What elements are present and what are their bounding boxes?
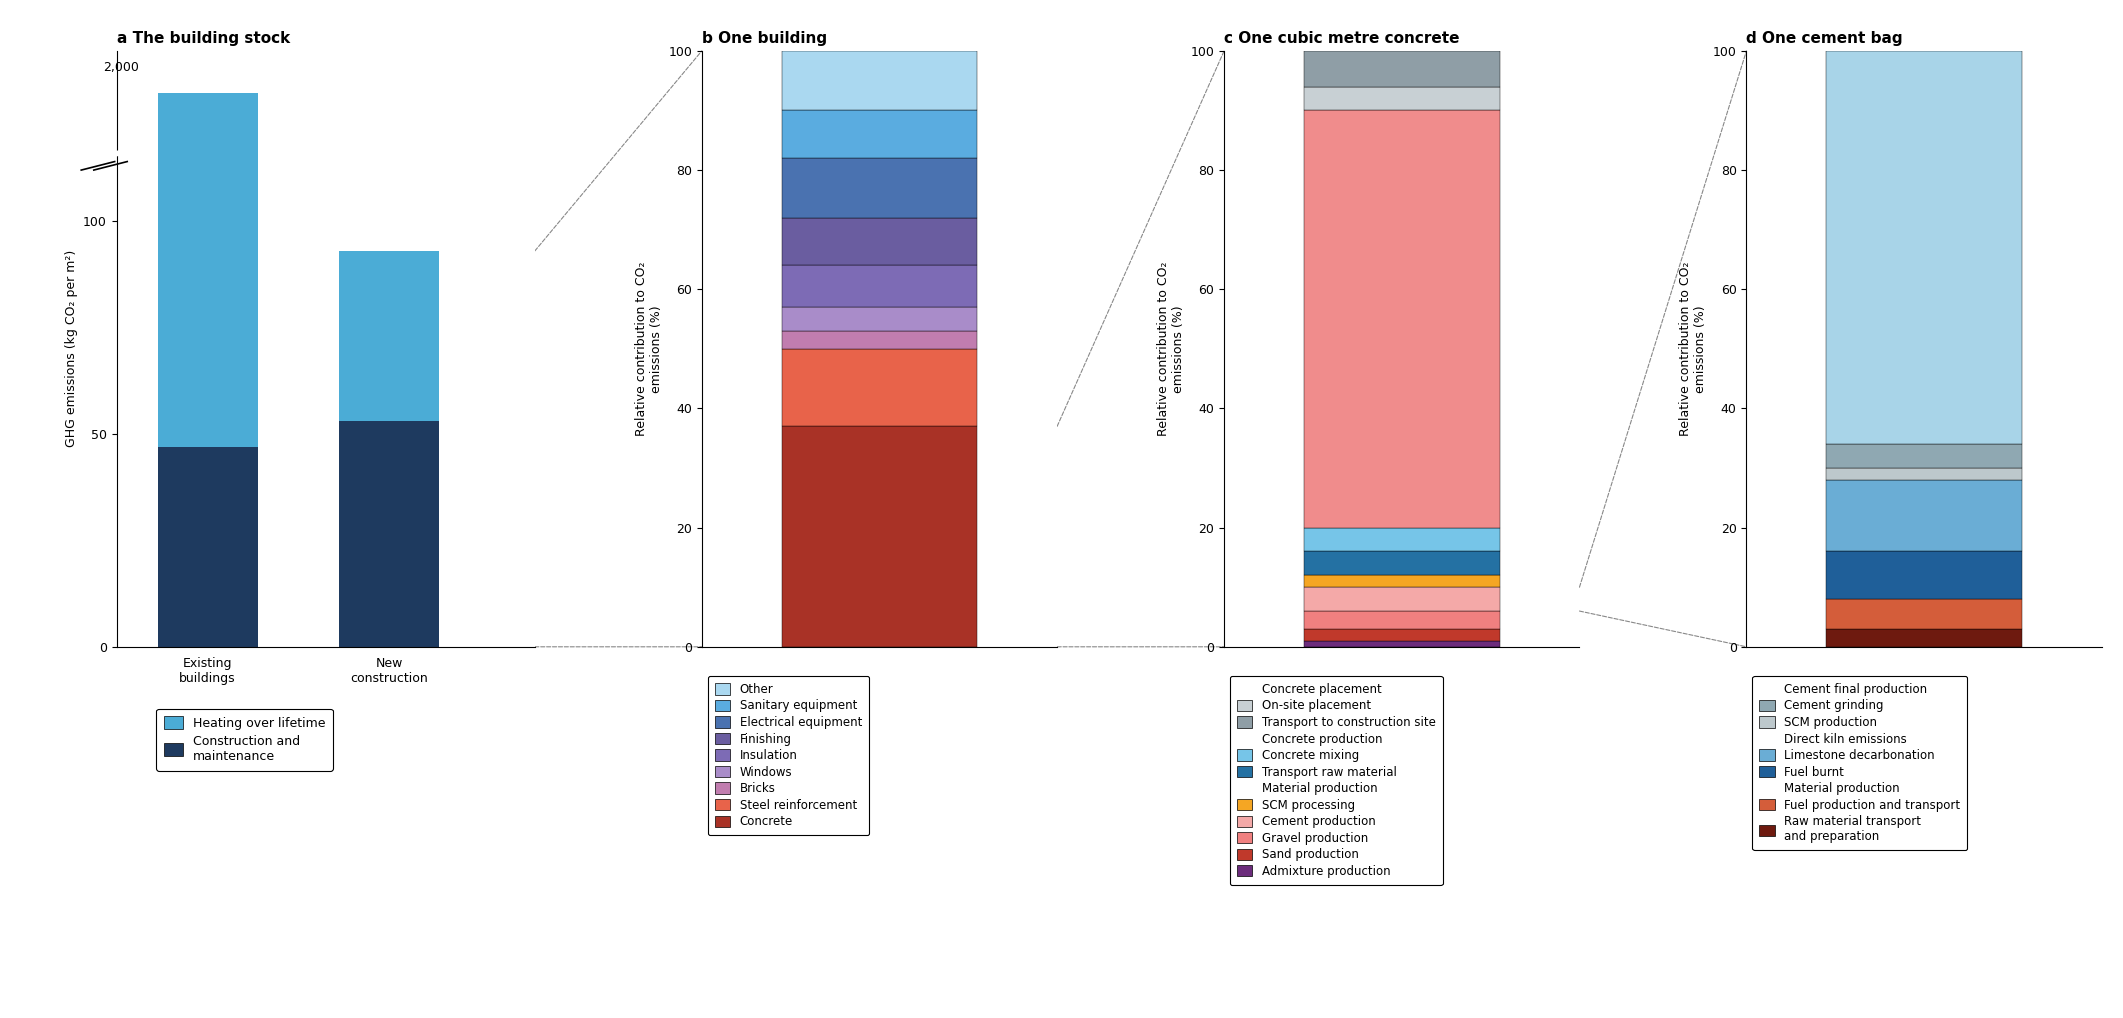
Bar <box>1826 51 2021 444</box>
Bar <box>781 266 977 307</box>
Bar <box>781 349 977 427</box>
Bar <box>781 51 977 111</box>
Bar <box>1304 87 1499 111</box>
Bar <box>1304 527 1499 552</box>
Bar <box>781 331 977 349</box>
Bar <box>157 94 257 447</box>
Y-axis label: Relative contribution to CO₂
emissions (%): Relative contribution to CO₂ emissions (… <box>635 262 662 436</box>
Legend: Concrete placement, On-site placement, Transport to construction site, Concrete : Concrete placement, On-site placement, T… <box>1229 676 1444 885</box>
Bar <box>1826 468 2021 479</box>
Text: 2,000: 2,000 <box>102 61 138 74</box>
Y-axis label: GHG emissions (kg CO₂ per m²): GHG emissions (kg CO₂ per m²) <box>64 250 79 448</box>
Text: a The building stock: a The building stock <box>117 31 291 46</box>
Bar <box>1304 575 1499 587</box>
Y-axis label: Relative contribution to CO₂
emissions (%): Relative contribution to CO₂ emissions (… <box>1679 262 1707 436</box>
Legend: Other, Sanitary equipment, Electrical equipment, Finishing, Insulation, Windows,: Other, Sanitary equipment, Electrical eq… <box>707 676 868 836</box>
Bar <box>340 421 439 646</box>
Bar <box>781 307 977 331</box>
Bar <box>781 111 977 158</box>
Bar <box>1304 111 1499 527</box>
Bar <box>1826 479 2021 552</box>
Bar <box>1304 587 1499 611</box>
Bar <box>1826 552 2021 600</box>
Bar <box>781 158 977 218</box>
Bar <box>1304 51 1499 87</box>
Bar <box>1826 629 2021 646</box>
Bar <box>1304 552 1499 575</box>
Bar <box>1304 611 1499 629</box>
Text: d One cement bag: d One cement bag <box>1747 31 1902 46</box>
Bar <box>1826 600 2021 629</box>
Text: c One cubic metre concrete: c One cubic metre concrete <box>1225 31 1461 46</box>
Text: b One building: b One building <box>703 31 828 46</box>
Bar <box>781 427 977 646</box>
Legend: Heating over lifetime, Construction and
maintenance: Heating over lifetime, Construction and … <box>157 709 333 771</box>
Bar <box>1304 629 1499 641</box>
Bar <box>157 447 257 646</box>
Bar <box>1826 444 2021 468</box>
Y-axis label: Relative contribution to CO₂
emissions (%): Relative contribution to CO₂ emissions (… <box>1157 262 1185 436</box>
Bar <box>1304 641 1499 646</box>
Bar <box>781 218 977 266</box>
Bar <box>340 251 439 421</box>
Legend: Cement final production, Cement grinding, SCM production, Direct kiln emissions,: Cement final production, Cement grinding… <box>1751 676 1968 850</box>
